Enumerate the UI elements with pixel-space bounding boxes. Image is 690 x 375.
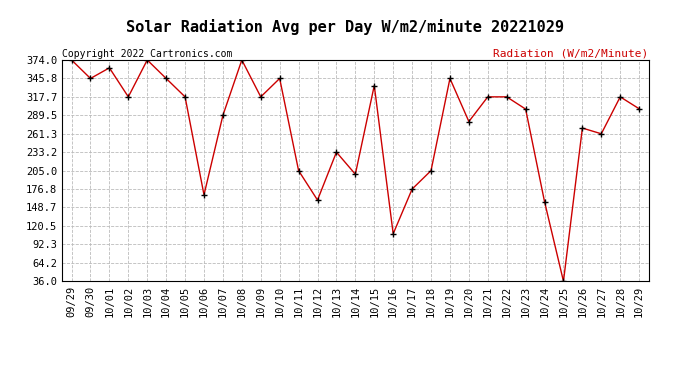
Text: Copyright 2022 Cartronics.com: Copyright 2022 Cartronics.com (62, 49, 233, 59)
Text: Radiation (W/m2/Minute): Radiation (W/m2/Minute) (493, 49, 649, 59)
Text: Solar Radiation Avg per Day W/m2/minute 20221029: Solar Radiation Avg per Day W/m2/minute … (126, 19, 564, 35)
